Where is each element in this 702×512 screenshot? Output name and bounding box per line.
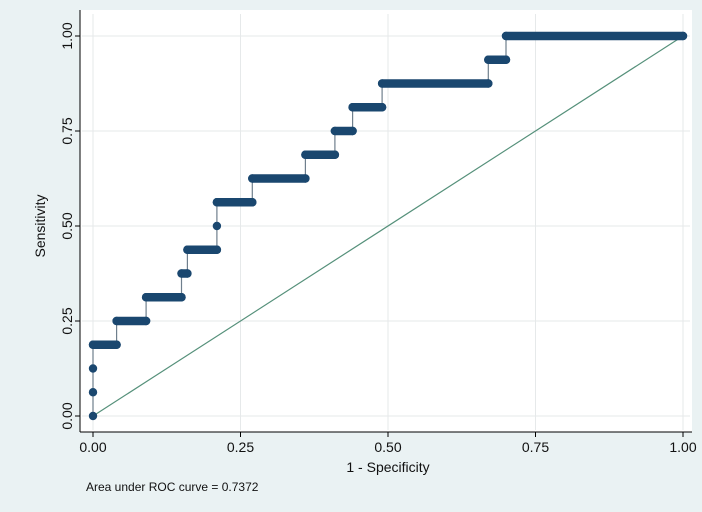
roc-point-13 [212, 221, 222, 231]
auc-annotation: Area under ROC curve = 0.7372 [86, 480, 259, 494]
x-tick-label-2: 0.50 [374, 439, 401, 455]
y-tick-label-0: 0.00 [59, 402, 75, 429]
y-axis-title: Sensitivity [32, 194, 48, 257]
reference-line [92, 35, 684, 417]
y-tick-label-4: 1.00 [59, 22, 75, 49]
plot-area [80, 10, 692, 432]
roc-point-0 [88, 411, 98, 421]
x-tick-label-3: 0.75 [522, 439, 549, 455]
roc-point-1 [88, 388, 98, 397]
y-tick-labels: 0.00 0.25 0.50 0.75 1.00 [59, 22, 75, 429]
x-tick-label-4: 1.00 [669, 439, 696, 455]
roc-point-2 [88, 364, 98, 373]
x-axis-title: 1 - Specificity [346, 459, 429, 475]
axes [75, 10, 692, 437]
y-tick-label-3: 0.75 [59, 117, 75, 144]
x-tick-label-1: 0.25 [227, 439, 254, 455]
y-tick-label-2: 0.50 [59, 212, 75, 239]
x-tick-labels: 0.00 0.25 0.50 0.75 1.00 [79, 439, 696, 455]
x-tick-label-0: 0.00 [79, 439, 106, 455]
roc-curve [88, 31, 688, 421]
y-tick-label-1: 0.25 [59, 307, 75, 334]
reference-diagonal [92, 35, 684, 417]
